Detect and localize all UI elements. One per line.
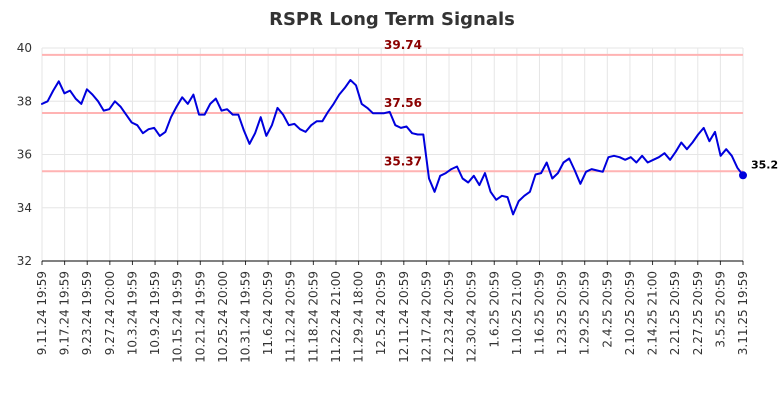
y-tick-label: 34 [17,201,32,215]
x-tick-label: 11.22.24 21:00 [329,271,343,363]
x-tick-label: 2.21.25 20:59 [668,271,682,355]
signal-level-lines [42,53,743,173]
signal-level-label: 37.56 [384,96,422,110]
x-tick-label: 12.11.24 20:59 [397,271,411,363]
x-tick-label: 9.23.24 19:59 [80,271,94,355]
x-tick-label: 2.27.25 20:59 [691,271,705,355]
x-tick-label: 3.11.25 19:59 [736,271,750,355]
x-tick-label: 12.30.24 20:59 [465,271,479,363]
last-value-label: 35.2 [751,158,778,171]
x-tick-label: 2.4.25 20:59 [600,271,614,348]
x-tick-label: 2.14.25 21:00 [646,271,660,355]
x-tick-label: 1.6.25 20:59 [487,271,501,348]
signal-level-label: 39.74 [384,38,422,52]
x-tick-label: 9.17.24 19:59 [58,271,72,355]
x-tick-label: 9.27.24 20:00 [103,271,117,355]
series-layer [41,79,747,216]
signal-level-label: 35.37 [384,154,422,168]
y-tick-label: 40 [17,41,32,55]
chart-title: RSPR Long Term Signals [269,9,515,30]
x-tick-label: 1.10.25 21:00 [510,271,524,355]
y-tick-label: 32 [17,254,32,268]
x-tick-label: 9.11.24 19:59 [35,271,49,355]
grid-layer [41,47,744,262]
last-point-marker [739,171,747,180]
y-tick-label: 38 [17,94,32,108]
x-tick-label: 10.31.24 19:59 [239,271,253,363]
x-tick-label: 11.6.24 20:59 [261,271,275,355]
x-tick-label: 3.5.25 20:59 [713,271,727,348]
label-layer: 39.74 37.56 35.37 35.2 [384,38,778,171]
x-tick-label: 1.29.25 20:59 [578,271,592,355]
x-tick-label: 12.5.24 20:59 [374,271,388,355]
x-tick-label: 10.9.24 19:59 [148,271,162,355]
y-tick-label: 36 [17,148,32,162]
x-tick-label: 10.15.24 19:59 [171,271,185,363]
axis-layer: 32 34 36 38 40 9.11.24 19:59 9.17.24 19:59 9.23… [17,41,750,363]
x-tick-label: 12.23.24 20:59 [442,271,456,363]
x-tick-label: 1.23.25 20:59 [555,271,569,355]
x-tick-label: 10.3.24 19:59 [125,271,139,355]
x-tick-label: 12.17.24 20:59 [419,271,433,363]
x-tick-label: 1.16.25 20:59 [532,271,546,355]
x-tick-label: 11.12.24 20:59 [284,271,298,363]
x-tick-label: 11.29.24 18:00 [352,271,366,363]
x-tick-label: 11.18.24 20:59 [306,271,320,363]
x-tick-label: 10.25.24 20:00 [216,271,230,363]
x-tick-label: 10.21.24 19:59 [193,271,207,363]
x-tick-label: 2.10.25 20:59 [623,271,637,355]
price-series-line [41,79,744,216]
